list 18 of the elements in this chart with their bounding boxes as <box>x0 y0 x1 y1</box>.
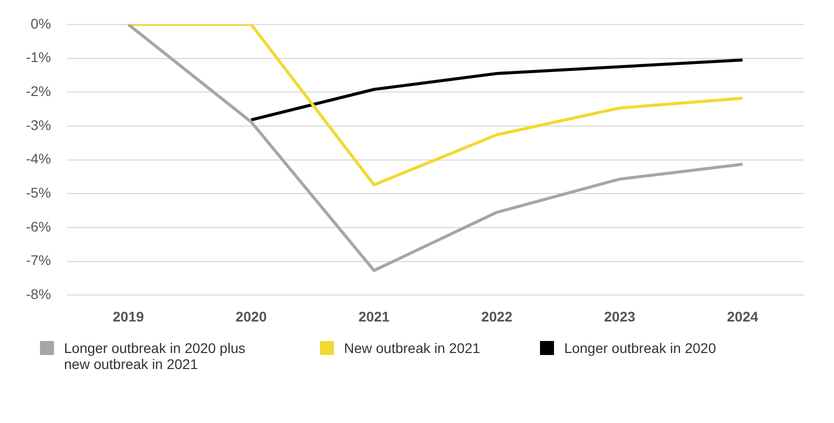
y-tick-label: 0% <box>30 15 51 32</box>
y-tick-label: -6% <box>26 218 51 234</box>
x-tick-label: 2021 <box>358 308 390 324</box>
x-tick-label: 2022 <box>481 308 513 324</box>
y-tick-label: -2% <box>26 82 51 99</box>
y-tick-label: -7% <box>26 252 51 268</box>
x-tick-label: 2023 <box>604 308 636 324</box>
x-tick-label: 2019 <box>112 308 144 324</box>
y-tick-label: -4% <box>26 150 51 167</box>
legend-label: Longer outbreak in 2020 plus new outbreak in 2021 <box>64 340 246 372</box>
legend-label: New outbreak in 2021 <box>344 340 480 356</box>
legend-label: Longer outbreak in 2020 <box>564 340 716 356</box>
y-tick-label: -8% <box>26 286 51 302</box>
x-tick-label: 2020 <box>236 308 267 324</box>
y-tick-label: -1% <box>26 49 51 66</box>
x-tick-label: 2024 <box>726 308 758 324</box>
y-tick-label: -5% <box>26 184 51 201</box>
y-tick-label: -3% <box>26 116 51 133</box>
